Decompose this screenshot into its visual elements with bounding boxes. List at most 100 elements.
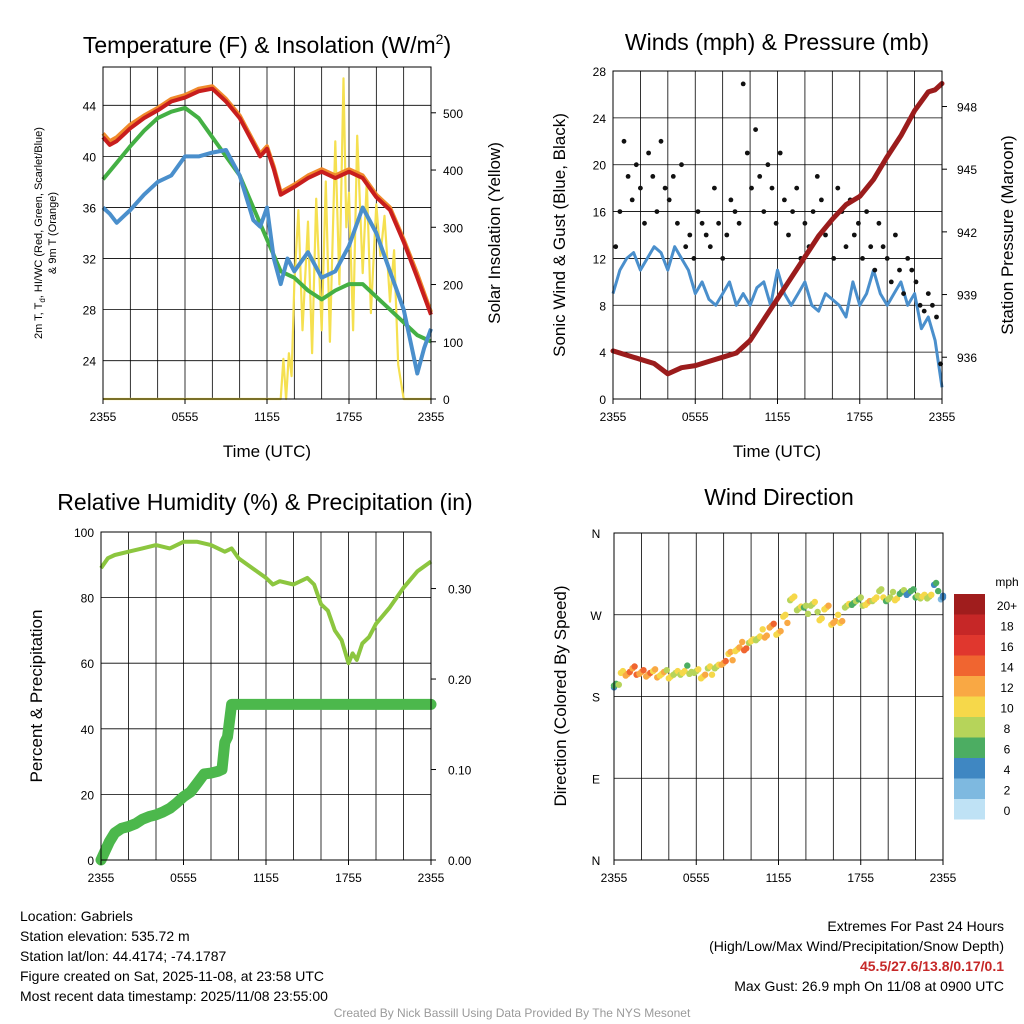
legend-label: 4 [1004,763,1011,777]
x-tick-label: 2355 [929,410,956,424]
winds-y-ticks: 0 4 8 12 16 20 24 28 [593,65,607,407]
direction-point [784,619,791,627]
x-tick-label: 1755 [847,871,874,885]
x-tick-label: 0555 [682,410,709,424]
legend-label: 16 [1000,640,1014,654]
y-tick-label: 12 [593,252,607,266]
direction-point [804,610,812,617]
winds-title: Winds (mph) & Pressure (mb) [625,29,929,55]
x-tick-label: 2355 [601,871,628,885]
gust-point [646,150,651,156]
pressure-y-label: Station Pressure (Maroon) [998,135,1017,334]
direction-point [802,602,810,609]
x-tick-label: 1155 [766,871,792,885]
gust-point [679,162,684,168]
humidity-series [95,539,437,866]
station-elevation: Station elevation: 535.72 m [20,928,190,944]
legend-swatch [954,696,985,717]
direction-tick-label: N [592,527,601,541]
x-tick-label: 1155 [253,871,279,885]
direction-point [770,620,777,627]
x-tick-label: 0555 [172,410,199,424]
gust-point [773,220,779,226]
gust-point [880,244,886,250]
right-tick-label: 939 [957,289,977,303]
gust-point [662,185,668,191]
legend-swatch [954,594,985,615]
y-tick-label: 44 [83,99,97,113]
gust-point [728,197,734,203]
y-tick-label: 40 [81,723,95,737]
x-tick-label: 0555 [170,871,197,885]
x-tick-label: 2355 [90,410,117,424]
gust-point [724,232,730,238]
gust-point [695,209,701,215]
direction-tick-label: W [590,609,602,623]
winds-x-ticks: 2355 0555 1155 1755 2355 [600,399,956,424]
direction-point [743,645,750,652]
x-tick-label: 2355 [930,871,957,885]
wind-direction-y-label: Direction (Colored By Speed) [551,585,570,806]
y-tick-label: 100 [74,526,94,540]
legend-label: 12 [1000,681,1014,695]
gust-point [876,220,882,226]
gust-point [666,197,672,203]
x-tick-label: 2355 [600,410,627,424]
direction-point [887,594,894,601]
gust-point [629,197,635,203]
legend-swatch [954,614,985,635]
legend-swatch [954,799,985,820]
direction-point [857,594,864,601]
direction-point [708,671,716,678]
direction-point [832,617,839,625]
extremes-values: 45.5/27.6/13.8/0.17/0.1 [859,958,1004,974]
x-tick-label: 2355 [418,871,445,885]
y-tick-label: 60 [81,657,95,671]
direction-point [825,602,832,609]
gust-point [934,314,939,320]
x-tick-label: 0555 [683,871,710,885]
gust-point [802,220,808,226]
gust-point [613,244,619,250]
legend-label: 0 [1004,804,1011,818]
x-tick-label: 1755 [335,871,362,885]
legend-label: 2 [1004,784,1011,798]
direction-point [873,594,880,601]
x-tick-label: 1755 [846,410,873,424]
direction-point [615,681,622,688]
gust-point [794,185,800,191]
gust-point [732,209,738,215]
gust-point [909,267,915,273]
y-tick-label: 20 [593,159,607,173]
legend-label: 10 [1000,702,1014,716]
gust-point [786,232,791,238]
gust-point [670,174,676,179]
extremes-legend: (High/Low/Max Wind/Precipitation/Snow De… [709,938,1004,954]
direction-point [684,662,691,669]
gust-point [749,185,754,191]
gust-point [851,232,857,238]
insolation-y-label: Solar Insolation (Yellow) [485,142,504,324]
gust-point [642,220,647,226]
gust-point [633,162,639,168]
legend-swatch [954,737,985,758]
gust-point [790,209,795,215]
gust-point [740,81,746,87]
right-tick-label: 942 [957,226,977,240]
series-line-dewpoint [101,148,433,376]
gust-point [823,232,828,238]
temperature-x-ticks: 2355 0555 1155 1755 2355 [90,399,445,424]
gust-point [913,279,919,285]
series-line-relative-humidity [99,539,433,666]
right-tick-label: 300 [443,221,463,235]
gust-point [757,174,763,179]
wind-direction-series [610,579,947,691]
right-tick-label: 0 [443,393,450,407]
direction-point [706,663,714,670]
gust-point [744,150,750,156]
gust-point [897,267,902,273]
gust-point [921,308,927,314]
direction-point [878,586,885,593]
gust-point [819,197,824,203]
